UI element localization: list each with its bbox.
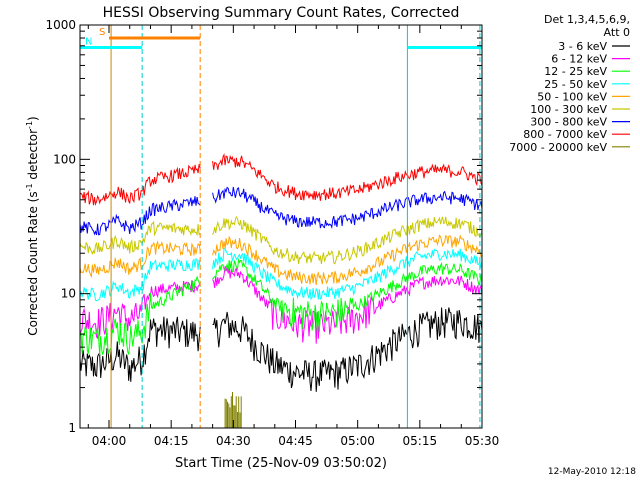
plot-frame [79, 24, 483, 429]
x-tick-label: 05:00 [340, 434, 375, 448]
y-tick-label: 10 [61, 287, 76, 301]
legend-header-line1: Det 1,3,4,5,6,9, [544, 13, 630, 26]
x-tick-label: 04:15 [154, 434, 189, 448]
chart-title: HESSI Observing Summary Count Rates, Cor… [103, 5, 460, 21]
y-axis-label: Corrected Count Rate (s-1 detector-1) [25, 116, 40, 335]
series-line-25-50-kev [79, 257, 201, 302]
legend-label: 100 - 300 keV [530, 103, 607, 116]
x-tick-label: 04:45 [278, 434, 313, 448]
series-layer [79, 153, 483, 428]
series-line-300-800-kev [79, 196, 201, 236]
y-tick-label: 1 [68, 421, 76, 435]
legend-label: 12 - 25 keV [544, 65, 607, 78]
x-tick-label: 05:15 [403, 434, 438, 448]
series-line-300-800-kev [212, 186, 483, 229]
x-tick-label: 05:30 [465, 434, 500, 448]
legend-label: 300 - 800 keV [530, 116, 607, 129]
series-line-12-25-kev [79, 275, 201, 356]
series-line-25-50-kev [212, 248, 483, 301]
legend-header-line2: Att 0 [604, 26, 630, 39]
legend-label: 6 - 12 keV [551, 53, 607, 66]
series-line-50-100-kev [79, 240, 201, 279]
series-line-800-7000-kev [212, 153, 483, 201]
tick-layer: 04:00 04:15 04:30 04:45 05:00 05:15 05:30 1 10 10… [45, 18, 499, 448]
series-line-6-12-kev [212, 266, 483, 344]
series-line-800-7000-kev [79, 163, 201, 206]
x-axis-label: Start Time (25-Nov-09 03:50:02) [175, 456, 387, 471]
series-line-100-300-kev [79, 220, 201, 255]
series-line-3-6-kev [79, 316, 201, 382]
y-tick-label: 100 [53, 152, 76, 166]
x-tick-label: 04:30 [216, 434, 251, 448]
footer-date: 12-May-2010 12:18 [548, 467, 636, 477]
legend-label: 800 - 7000 keV [523, 128, 607, 141]
y-tick-label: 1000 [45, 18, 76, 32]
series-line-12-25-kev [212, 257, 483, 333]
legend-label: 25 - 50 keV [544, 78, 607, 91]
legend-label: 50 - 100 keV [537, 90, 607, 103]
series-line-100-300-kev [212, 215, 483, 265]
marker-label: N [85, 36, 92, 47]
marker-layer: SN [80, 25, 482, 428]
legend-label: 7000 - 20000 keV [509, 141, 607, 154]
marker-label: S [99, 27, 105, 38]
x-tick-label: 04:00 [92, 434, 127, 448]
series-line-3-6-kev [212, 307, 483, 392]
series-line-50-100-kev [212, 234, 483, 285]
legend-label: 3 - 6 keV [558, 40, 607, 53]
